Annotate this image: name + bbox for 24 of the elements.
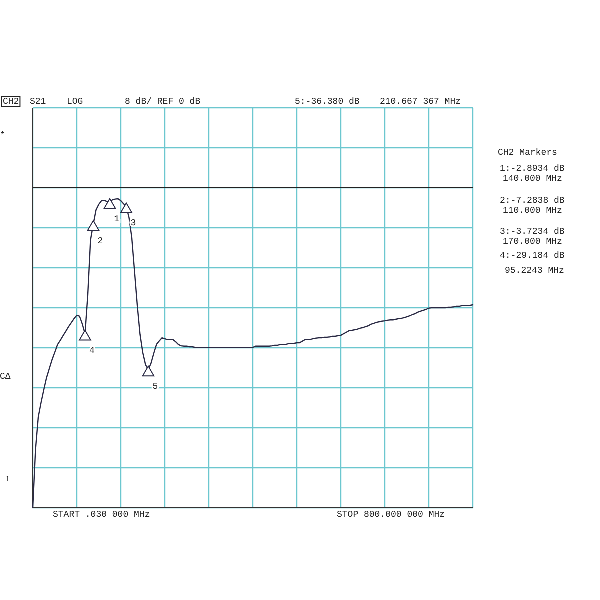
- text: 2:-7.2838 dB: [500, 196, 566, 206]
- text: CH2: [3, 97, 20, 107]
- annotation: 1: [114, 214, 120, 224]
- text: 1:-2.8934 dB: [500, 164, 566, 174]
- text: 5:-36.380 dB: [295, 97, 360, 107]
- text: 110.000 MHz: [503, 206, 562, 216]
- text: ↑: [5, 474, 10, 484]
- annotation: 2: [98, 236, 104, 246]
- text: 95.2243 MHz: [505, 266, 564, 276]
- text: 170.000 MHz: [503, 237, 562, 247]
- text: STOP 800.000 000 MHz: [337, 510, 446, 520]
- text: 4:-29.184 dB: [500, 251, 566, 261]
- text: S21: [30, 97, 46, 107]
- text: START .030 000 MHz: [53, 510, 150, 520]
- text: 3:-3.7234 dB: [500, 227, 566, 237]
- text: CΔ: [0, 372, 12, 382]
- annotation: 3: [130, 218, 136, 229]
- text: 140.000 MHz: [503, 174, 562, 184]
- text: CH2 Markers: [498, 148, 558, 158]
- annotation: 4: [90, 346, 95, 356]
- text: 210.667 367 MHz: [380, 97, 462, 107]
- text: *: [0, 131, 6, 141]
- text: LOG: [67, 97, 84, 107]
- text: 8 dB/ REF 0 dB: [125, 97, 202, 107]
